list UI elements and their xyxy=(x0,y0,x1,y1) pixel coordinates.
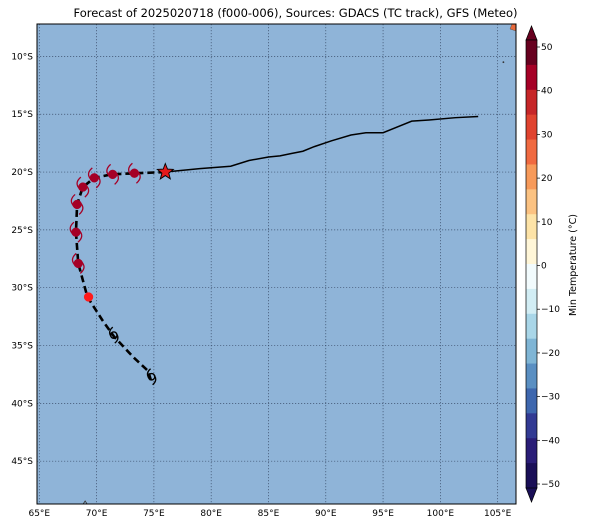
colorbar-tick-label: 30 xyxy=(541,130,553,140)
colorbar-segment xyxy=(526,189,537,215)
colorbar-segment xyxy=(526,264,537,290)
colorbar-tick-label: 50 xyxy=(541,43,553,53)
colorbar-tick-label: 40 xyxy=(541,87,553,97)
colorbar-segment xyxy=(526,139,537,165)
colorbar-segment xyxy=(526,64,537,91)
colorbar-segment xyxy=(526,313,537,340)
colorbar-segment xyxy=(526,214,537,240)
lat-tick-label: 45°S xyxy=(11,457,33,467)
storm-position-marker xyxy=(76,176,90,198)
colorbar-tick-label: 10 xyxy=(541,218,553,228)
lat-tick-label: 30°S xyxy=(11,284,33,294)
storm-position-marker xyxy=(83,292,94,302)
storm-position-dot xyxy=(107,169,118,180)
storm-position-marker xyxy=(106,163,120,185)
low-pressure-marker xyxy=(146,368,157,386)
colorbar-segment xyxy=(526,239,537,265)
storm-position-dot xyxy=(78,182,88,192)
map-title: Forecast of 2025020718 (f000-006), Sourc… xyxy=(73,6,518,20)
storm-position-marker xyxy=(71,252,85,274)
storm-position-dot xyxy=(73,258,83,269)
storm-position-marker xyxy=(87,167,101,189)
storm-position-dot xyxy=(83,292,94,302)
map-border xyxy=(36,23,517,505)
colorbar-segment xyxy=(526,40,537,66)
current-position-star-icon xyxy=(156,162,175,180)
storm-position-dot xyxy=(89,173,99,183)
colorbar-tick-label: −40 xyxy=(541,436,560,446)
colorbar-tick-label: −20 xyxy=(541,349,560,359)
colorbar-tick-label: 20 xyxy=(541,174,553,184)
colorbar-tick-label: −10 xyxy=(541,305,560,315)
storm-position-dot xyxy=(129,168,140,178)
lat-tick-label: 25°S xyxy=(11,226,33,236)
track-layer xyxy=(69,115,479,386)
storm-position-marker xyxy=(70,193,84,215)
lon-tick-label: 80°E xyxy=(200,509,222,519)
storm-position-marker xyxy=(69,221,83,243)
colorbar-tick-label: 0 xyxy=(541,262,547,272)
low-arm xyxy=(109,326,114,337)
low-arm xyxy=(152,375,157,386)
island-dot xyxy=(502,61,505,64)
lon-tick-label: 90°E xyxy=(315,509,337,519)
lat-tick-label: 15°S xyxy=(11,110,33,120)
colorbar-label: Min Temperature (°C) xyxy=(568,214,579,316)
colorbar-segment xyxy=(526,164,537,190)
colorbar-segment xyxy=(526,114,537,141)
past-track-line xyxy=(165,115,479,173)
storm-position-marker xyxy=(128,162,141,184)
colorbar-segment xyxy=(526,438,537,464)
lat-tick-label: 35°S xyxy=(11,342,33,352)
lon-tick-label: 70°E xyxy=(86,509,108,519)
lon-tick-label: 85°E xyxy=(258,509,280,519)
colorbar-border xyxy=(525,39,538,489)
storm-position-dot xyxy=(72,199,82,210)
lon-tick-label: 100°E xyxy=(427,509,455,519)
lat-tick-label: 10°S xyxy=(11,52,33,62)
lat-tick-label: 40°S xyxy=(11,399,33,409)
colorbar-extend-top xyxy=(525,25,538,41)
storm-position-dot xyxy=(71,227,81,237)
ocean-background xyxy=(37,24,516,504)
colorbar-segment xyxy=(526,288,537,315)
colorbar-segment xyxy=(526,388,537,414)
colorbar-segment xyxy=(526,463,537,489)
low-arm xyxy=(146,368,152,379)
gridlines xyxy=(37,24,516,504)
lon-tick-label: 65°E xyxy=(28,509,50,519)
lon-tick-label: 75°E xyxy=(143,509,165,519)
land-fragment xyxy=(82,500,88,505)
lat-tick-label: 20°S xyxy=(11,168,33,178)
colorbar-tick-label: −50 xyxy=(541,480,560,490)
lon-tick-label: 95°E xyxy=(372,509,394,519)
colorbar-segment xyxy=(526,89,537,116)
colorbar-segment xyxy=(526,338,537,365)
colorbar-segment xyxy=(526,413,537,439)
colorbar-extend-bottom xyxy=(525,487,538,503)
low-pressure-marker xyxy=(109,326,119,344)
lon-tick-label: 105°E xyxy=(484,509,512,519)
colorbar-segment xyxy=(526,363,537,389)
low-arm xyxy=(114,333,119,344)
colorbar-tick-label: −30 xyxy=(541,393,560,403)
